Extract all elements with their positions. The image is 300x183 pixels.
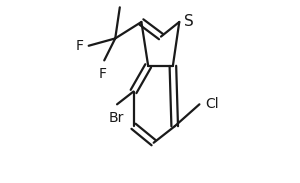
Text: F: F (98, 67, 106, 81)
Text: Cl: Cl (205, 97, 219, 111)
Text: Br: Br (109, 111, 124, 125)
Text: F: F (75, 39, 83, 53)
Text: S: S (184, 14, 194, 29)
Text: F: F (116, 0, 124, 1)
